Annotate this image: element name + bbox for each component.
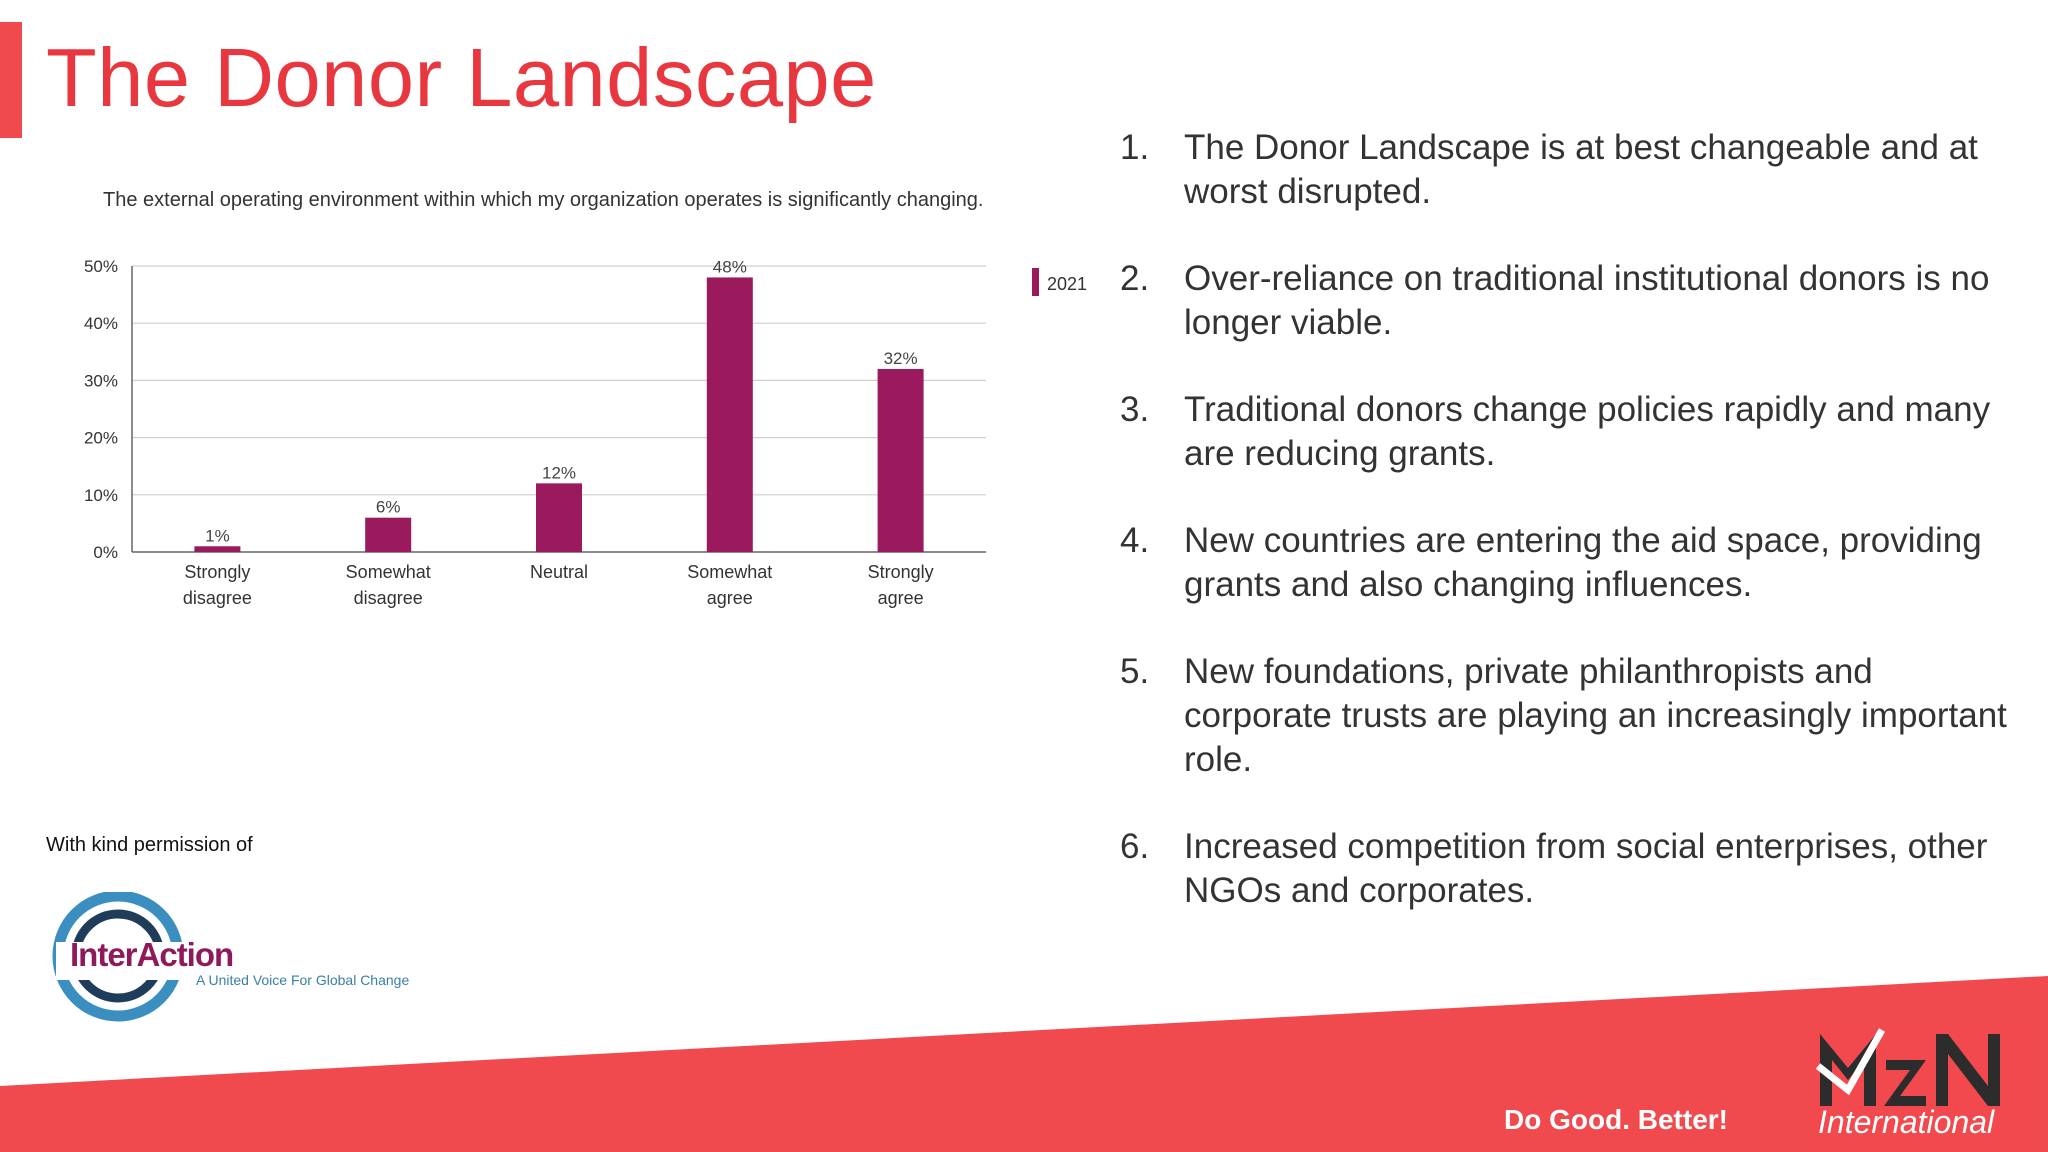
brand-subtitle: International [1818,1104,1995,1140]
category-label: Somewhat [346,562,431,582]
key-point-text: The Donor Landscape is at best changeabl… [1184,128,1978,211]
bar-4 [877,368,924,552]
y-tick-label: 20% [84,429,118,448]
y-tick-label: 0% [93,543,118,562]
y-tick-label: 40% [84,314,118,333]
y-tick-label: 30% [84,371,118,390]
key-point-number: 2. [1120,259,1150,298]
key-point: 5. New foundations, private philanthropis… [1120,650,2020,782]
bar-1 [365,517,412,552]
key-point-number: 4. [1120,521,1150,560]
data-label: 12% [542,463,576,482]
key-point-text: Traditional donors change policies rapid… [1184,390,1991,473]
chart-title: The external operating environment withi… [103,189,983,211]
interaction-logo: InterAction A United Voice For Global Ch… [46,892,446,1022]
data-label: 48% [713,257,747,276]
legend-label: 2021 [1047,274,1087,294]
bar-3 [706,277,753,552]
legend-swatch [1032,268,1039,296]
key-point-number: 6. [1120,827,1150,866]
key-point-number: 5. [1120,652,1150,691]
data-label: 6% [376,498,401,517]
chart-bars [194,277,924,552]
bar-0 [194,546,241,552]
key-point-text: Over-reliance on traditional institution… [1184,259,1990,342]
y-tick-label: 10% [84,486,118,505]
category-label: Somewhat [687,562,772,582]
bar-chart: The external operating environment withi… [84,189,1087,608]
key-point-text: New foundations, private philanthropists… [1184,652,2007,779]
y-axis-ticks: 0% 10% 20% 30% 40% 50% [84,257,118,562]
category-label: Strongly [184,562,250,582]
category-label: disagree [354,588,423,608]
footer-slogan: Do Good. Better! [1504,1104,1728,1135]
key-points-list: 1. The Donor Landscape is at best changea… [1120,126,2020,956]
key-point: 6. Increased competition from social ente… [1120,825,2020,913]
slide-title: The Donor Landscape [46,31,877,124]
data-labels: 1% 6% 12% 48% 32% [205,257,918,545]
data-label: 32% [884,349,918,368]
logo-name: InterAction [70,936,234,973]
key-point-number: 1. [1120,128,1150,167]
y-tick-label: 50% [84,257,118,276]
key-point-text: Increased competition from social enterp… [1184,827,1988,910]
category-label: Neutral [530,562,588,582]
key-point: 1. The Donor Landscape is at best changea… [1120,126,2020,214]
category-label: agree [707,588,753,608]
data-label: 1% [205,526,230,545]
chart-grid [131,265,986,553]
key-point: 3. Traditional donors change policies rap… [1120,388,2020,476]
bar-2 [536,483,582,552]
key-point: 2. Over-reliance on traditional instituti… [1120,257,2020,345]
category-label: Strongly [868,562,934,582]
category-label: agree [878,588,924,608]
key-point-number: 3. [1120,390,1150,429]
mzn-logo [1812,1024,2022,1138]
category-label: disagree [183,588,252,608]
x-axis-categories: Strongly disagree Somewhat disagree Neutral S… [183,562,934,608]
permission-credit: With kind permission of [46,834,253,856]
logo-tagline: A United Voice For Global Change [196,972,410,988]
title-accent-bar [0,22,22,138]
logo-rings-icon [52,892,186,1022]
chart-legend: 2021 [1032,268,1087,296]
key-point: 4. New countries are entering the aid spa… [1120,519,2020,607]
key-point-text: New countries are entering the aid space… [1184,521,1982,604]
